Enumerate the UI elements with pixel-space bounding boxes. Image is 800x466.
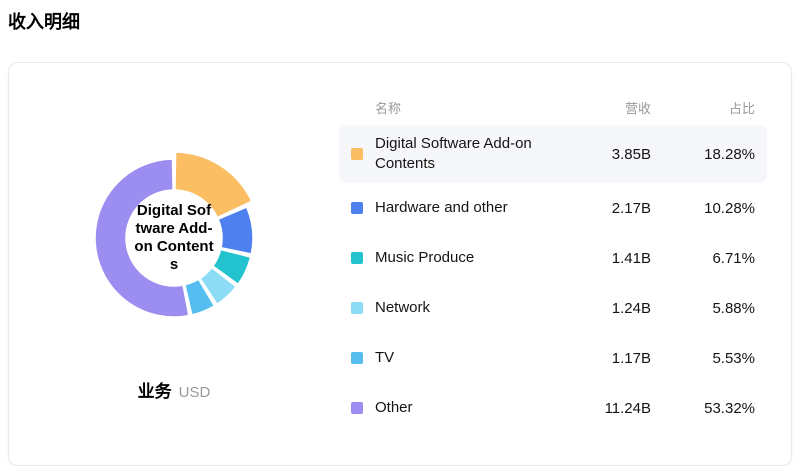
table-row[interactable]: Music Produce 1.41B 6.71%	[339, 233, 767, 283]
pie-slice-1[interactable]	[217, 206, 254, 255]
row-name: Other	[375, 398, 413, 416]
row-name: Digital Software Add-on Contents	[375, 134, 532, 172]
pie-slice-2[interactable]	[211, 248, 252, 286]
chart-footer: 业务 USD	[138, 377, 211, 402]
table-body: Digital Software Add-on Contents 3.85B 1…	[339, 125, 767, 433]
table-row[interactable]: Network 1.24B 5.88%	[339, 283, 767, 333]
pie-slice-5[interactable]	[94, 158, 190, 318]
legend-table: 名称 营收 占比 Digital Software Add-on Content…	[339, 63, 791, 465]
row-revenue: 1.17B	[611, 349, 651, 367]
legend-swatch	[351, 202, 363, 214]
donut-chart[interactable]: Digital Sof tware Add- on Content s	[79, 143, 269, 333]
table-header-row: 名称 营收 占比	[339, 93, 767, 121]
row-revenue: 1.41B	[611, 249, 651, 267]
legend-swatch	[351, 252, 363, 264]
pie-slice-3[interactable]	[199, 266, 238, 306]
table-row[interactable]: Hardware and other 2.17B 10.28%	[339, 183, 767, 233]
dimension-label: 业务	[137, 382, 172, 401]
table-row[interactable]: Digital Software Add-on Contents 3.85B 1…	[339, 125, 767, 183]
row-share: 5.53%	[712, 349, 755, 367]
legend-swatch	[351, 148, 363, 160]
pie-slice-4[interactable]	[183, 278, 216, 316]
row-share: 53.32%	[704, 399, 755, 417]
row-share: 5.88%	[712, 299, 755, 317]
table-row[interactable]: Other 11.24B 53.32%	[339, 383, 767, 433]
row-name: Network	[375, 298, 431, 316]
donut-svg	[94, 151, 254, 318]
row-revenue: 3.85B	[611, 145, 651, 163]
legend-swatch	[351, 352, 363, 364]
row-name: Hardware and other	[375, 198, 508, 216]
revenue-detail-card: Digital Sof tware Add- on Content s 业务 U…	[8, 62, 792, 466]
row-share: 18.28%	[704, 145, 755, 163]
row-revenue: 1.24B	[611, 299, 651, 317]
row-name: TV	[375, 348, 395, 366]
row-name: Music Produce	[375, 248, 475, 266]
header-revenue: 营收	[624, 100, 651, 116]
pie-slice-0[interactable]	[174, 151, 253, 219]
donut-chart-pane: Digital Sof tware Add- on Content s 业务 U…	[9, 63, 339, 465]
unit-label: USD	[178, 384, 211, 401]
header-share: 占比	[728, 100, 755, 116]
table-row[interactable]: TV 1.17B 5.53%	[339, 333, 767, 383]
row-share: 6.71%	[712, 249, 755, 267]
legend-swatch	[351, 302, 363, 314]
row-revenue: 11.24B	[604, 399, 651, 417]
page-title: 收入明细	[8, 12, 80, 32]
row-revenue: 2.17B	[611, 199, 651, 217]
row-share: 10.28%	[704, 199, 755, 217]
header-name: 名称	[375, 100, 402, 116]
legend-swatch	[351, 402, 363, 414]
